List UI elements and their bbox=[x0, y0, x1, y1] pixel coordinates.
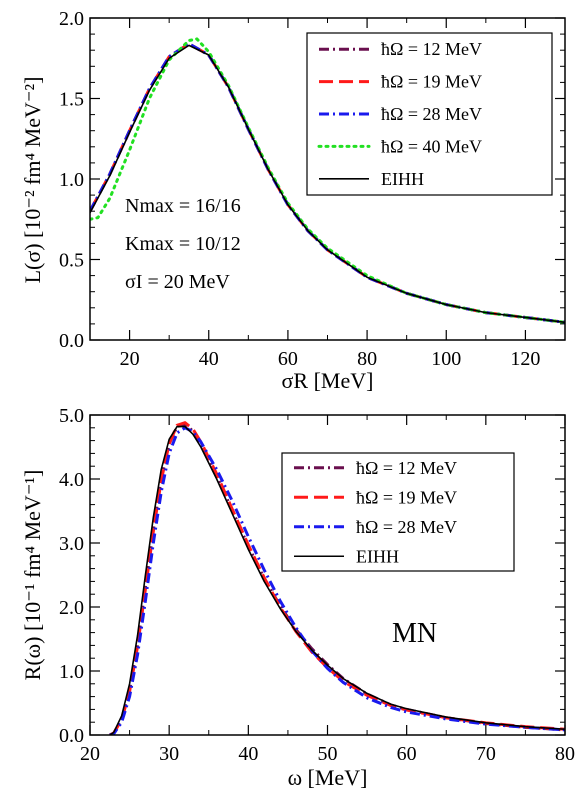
x-tick-label: 70 bbox=[476, 743, 496, 765]
series-group bbox=[109, 421, 565, 735]
x-axis-title: ω [MeV] bbox=[288, 765, 368, 790]
series-line-4 bbox=[109, 425, 565, 735]
y-axis-title: R(ω) [10⁻¹ fm⁴ MeV⁻¹] bbox=[20, 470, 45, 681]
x-tick-label: 30 bbox=[159, 743, 179, 765]
annotation: σI = 20 MeV bbox=[125, 271, 230, 293]
legend-label: ħΩ = 28 MeV bbox=[356, 517, 457, 537]
annotation: Kmax = 10/12 bbox=[125, 233, 241, 255]
x-tick-label: 20 bbox=[120, 348, 140, 370]
legend: ħΩ = 12 MeV ħΩ = 19 MeV ħΩ = 28 MeV EIHH bbox=[281, 452, 515, 572]
annotation: MN bbox=[392, 618, 437, 649]
legend-label: ħΩ = 19 MeV bbox=[381, 72, 482, 92]
y-tick-label: 2.0 bbox=[59, 597, 84, 619]
chart-panel-2: 20 30 40 50 60 70 80 0.0 1.0 2.0 3.0 4.0 5.0 ω [MeV] R… bbox=[20, 405, 575, 790]
legend-label: EIHH bbox=[356, 546, 399, 566]
x-tick-label: 60 bbox=[278, 348, 298, 370]
x-tick-label: 80 bbox=[555, 743, 575, 765]
legend-label: ħΩ = 12 MeV bbox=[381, 39, 482, 59]
legend-label: ħΩ = 40 MeV bbox=[381, 136, 482, 156]
y-tick-label: 5.0 bbox=[59, 405, 84, 427]
x-tick-label: 40 bbox=[238, 743, 258, 765]
x-tick-label: 80 bbox=[357, 348, 377, 370]
y-tick-label: 1.5 bbox=[59, 89, 84, 111]
x-tick-label: 60 bbox=[397, 743, 417, 765]
x-axis-title: σR [MeV] bbox=[282, 368, 374, 393]
x-tick-label: 20 bbox=[80, 743, 100, 765]
legend-box bbox=[281, 452, 515, 572]
chart-panel-1: 20 40 60 80 100 120 0.0 0.5 1.0 1.5 2.0 σR [MeV] L(σ… bbox=[20, 8, 566, 393]
series-line-5 bbox=[90, 44, 565, 324]
series-line-3 bbox=[109, 426, 565, 735]
legend-label: ħΩ = 19 MeV bbox=[356, 487, 457, 507]
y-tick-label: 1.0 bbox=[59, 169, 84, 191]
y-axis-title: L(σ) [10⁻² fm⁴ MeV⁻²] bbox=[20, 77, 45, 284]
legend: ħΩ = 12 MeV ħΩ = 19 MeV ħΩ = 28 MeV ħΩ = 40… bbox=[306, 32, 553, 196]
y-tick-label: 4.0 bbox=[59, 469, 84, 491]
y-tick-label: 0.0 bbox=[59, 330, 84, 352]
x-tick-label: 40 bbox=[199, 348, 219, 370]
x-tick-label: 50 bbox=[318, 743, 338, 765]
series-line-4 bbox=[90, 37, 565, 324]
x-tick-label: 100 bbox=[431, 348, 461, 370]
x-tick-label: 120 bbox=[510, 348, 540, 370]
series-group bbox=[90, 37, 565, 324]
legend-label: ħΩ = 12 MeV bbox=[356, 458, 457, 478]
y-tick-label: 2.0 bbox=[59, 8, 84, 30]
legend-label: EIHH bbox=[381, 169, 424, 189]
annotation: Nmax = 16/16 bbox=[125, 195, 241, 217]
y-tick-label: 0.0 bbox=[59, 725, 84, 747]
legend-label: ħΩ = 28 MeV bbox=[381, 104, 482, 124]
y-tick-label: 3.0 bbox=[59, 533, 84, 555]
y-tick-label: 1.0 bbox=[59, 661, 84, 683]
series-line-2 bbox=[109, 421, 565, 735]
y-tick-label: 0.5 bbox=[59, 250, 84, 272]
